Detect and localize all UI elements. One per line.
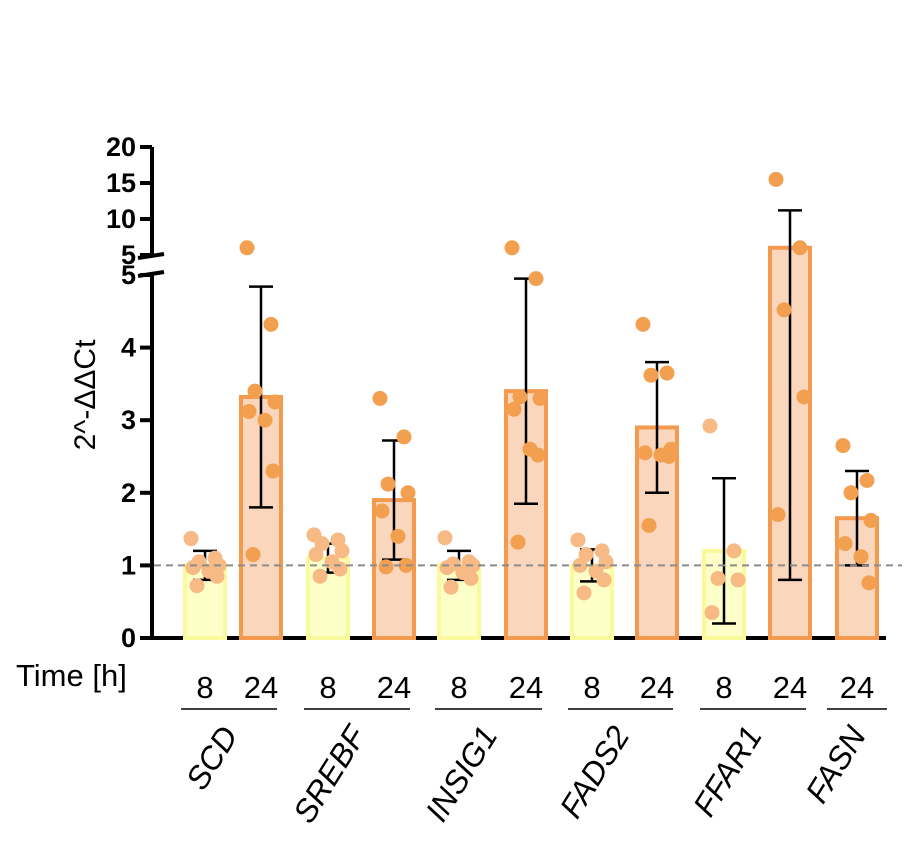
data-point: [439, 560, 455, 576]
data-point: [768, 171, 784, 187]
data-point: [239, 240, 255, 256]
data-point: [334, 543, 350, 559]
x-tick-label: 8: [583, 670, 600, 705]
data-point: [257, 412, 273, 428]
data-point: [209, 568, 225, 584]
data-point: [267, 394, 283, 410]
data-point: [312, 568, 328, 584]
y-axis-label: 2^-ΔΔCt: [69, 339, 102, 450]
data-point: [372, 390, 388, 406]
y-axis-upper-segment: 5 10 15 20: [106, 132, 154, 270]
gene-label: FFAR1: [686, 720, 769, 823]
data-point: [506, 401, 522, 417]
time-row-label: Time [h]: [16, 658, 127, 693]
data-point: [390, 528, 406, 544]
data-point: [710, 570, 726, 586]
data-point: [245, 547, 261, 563]
y-tick-label: 5: [121, 240, 136, 270]
data-point: [659, 365, 675, 381]
data-point: [189, 578, 205, 594]
data-point: [576, 585, 592, 601]
gene-label: FADS2: [553, 719, 637, 824]
y-tick-label: 4: [121, 333, 136, 363]
plot-area: [183, 171, 879, 641]
gene-label: FASN: [798, 719, 873, 809]
data-point: [596, 572, 612, 588]
data-point: [853, 549, 869, 565]
data-point: [776, 302, 792, 318]
data-point: [661, 449, 677, 464]
data-point: [512, 389, 528, 405]
data-point: [859, 472, 875, 488]
data-point: [437, 530, 453, 546]
y-tick-label: 15: [106, 168, 136, 198]
x-tick-label: 8: [196, 670, 213, 705]
data-point: [396, 429, 412, 445]
gene-label: INSIG1: [418, 720, 504, 828]
y-tick-label: 5: [121, 260, 136, 290]
data-point: [528, 271, 544, 287]
data-point: [730, 572, 746, 588]
data-point: [843, 485, 859, 501]
data-point: [530, 447, 546, 463]
data-point: [510, 534, 526, 550]
y-tick-label: 3: [121, 405, 136, 435]
data-point: [861, 575, 877, 591]
data-point: [332, 561, 348, 577]
data-point: [443, 579, 459, 595]
axis-break-mark: [137, 252, 165, 260]
y-axis-break: [137, 252, 165, 278]
data-point: [641, 517, 657, 533]
data-point: [637, 445, 653, 461]
data-point: [835, 438, 851, 454]
data-point: [704, 605, 720, 621]
x-tick-label: 24: [377, 670, 411, 705]
data-point: [504, 240, 520, 256]
data-point: [247, 383, 263, 399]
data-point: [183, 531, 199, 547]
x-tick-label: 24: [640, 670, 674, 705]
data-point: [185, 560, 201, 576]
data-point: [570, 532, 586, 548]
data-point: [463, 570, 479, 586]
y-tick-label: 2: [121, 478, 136, 508]
data-point: [837, 536, 853, 552]
data-point: [792, 240, 808, 256]
y-tick-label: 10: [106, 204, 136, 234]
x-tick-label: 24: [773, 670, 807, 705]
axis-break-mark: [137, 270, 165, 278]
data-point: [532, 390, 548, 406]
y-tick-label: 20: [106, 132, 136, 162]
y-tick-label: 0: [121, 623, 136, 653]
x-tick-label: 8: [450, 670, 467, 705]
data-point: [263, 316, 279, 332]
data-point: [400, 485, 416, 501]
x-tick-label: 8: [715, 670, 732, 705]
data-point: [241, 403, 257, 419]
data-point: [378, 559, 394, 575]
gene-label: SREBF: [286, 718, 374, 830]
data-point: [770, 507, 786, 523]
x-tick-label: 24: [840, 670, 874, 705]
data-point: [702, 418, 718, 434]
data-point: [265, 463, 281, 479]
x-tick-label: 24: [244, 670, 278, 705]
x-tick-label: 24: [509, 670, 543, 705]
data-point: [308, 547, 324, 563]
gene-label: SCD: [179, 720, 245, 796]
x-tick-label: 8: [319, 670, 336, 705]
data-point: [726, 543, 742, 559]
y-tick-label: 1: [121, 550, 136, 580]
data-point: [796, 389, 812, 405]
data-point: [863, 512, 879, 528]
data-point: [380, 476, 396, 492]
data-point: [635, 316, 651, 332]
data-point: [374, 503, 390, 519]
data-point: [643, 367, 659, 383]
